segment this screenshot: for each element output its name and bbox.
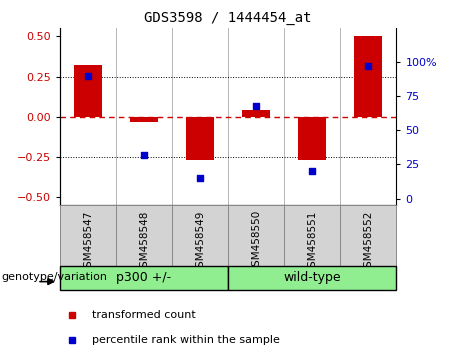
Title: GDS3598 / 1444454_at: GDS3598 / 1444454_at — [144, 11, 312, 24]
Text: wild-type: wild-type — [284, 272, 341, 284]
Bar — [242, 110, 270, 117]
Bar — [172, 205, 228, 266]
Text: genotype/variation: genotype/variation — [1, 273, 107, 282]
Text: percentile rank within the sample: percentile rank within the sample — [92, 335, 280, 345]
Text: GSM458549: GSM458549 — [195, 210, 205, 274]
Bar — [60, 266, 228, 290]
Point — [140, 152, 148, 158]
Bar — [130, 117, 158, 122]
Text: GSM458550: GSM458550 — [251, 210, 261, 273]
Point — [196, 175, 204, 181]
Point — [84, 73, 92, 79]
Bar — [228, 266, 396, 290]
Point — [365, 64, 372, 69]
Bar — [74, 65, 102, 117]
Bar — [340, 205, 396, 266]
Bar — [284, 205, 340, 266]
Bar — [355, 36, 383, 117]
Text: GSM458552: GSM458552 — [363, 210, 373, 274]
Text: GSM458551: GSM458551 — [307, 210, 317, 274]
Text: GSM458548: GSM458548 — [139, 210, 149, 274]
Text: transformed count: transformed count — [92, 310, 196, 320]
Text: GSM458547: GSM458547 — [83, 210, 93, 274]
Bar — [186, 117, 214, 160]
Bar — [116, 205, 172, 266]
Bar — [298, 117, 326, 160]
Point — [253, 103, 260, 109]
Bar — [228, 205, 284, 266]
Point — [309, 169, 316, 174]
Text: p300 +/-: p300 +/- — [117, 272, 171, 284]
Bar — [60, 205, 116, 266]
